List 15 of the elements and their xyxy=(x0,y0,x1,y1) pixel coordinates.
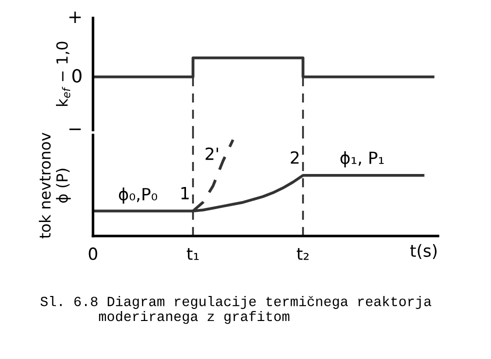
text: Sl. 6.8 Diagram regulacije termičnega reaktorja moderiranega z grafitom xyxy=(40,296,432,324)
text: + xyxy=(69,12,81,23)
text: − xyxy=(69,128,81,130)
x-tick-label: t₂ xyxy=(296,248,309,260)
annotation: 2 xyxy=(290,151,299,164)
annotation: 1 xyxy=(181,187,189,200)
annotation: ϕ₀,P₀ xyxy=(118,188,158,204)
x-tick-label: 0 xyxy=(88,247,98,260)
y-axis-title: k$_{ef}$ − 1,0 xyxy=(56,42,70,106)
annotation: ϕ₁, P₁ xyxy=(340,151,384,168)
y-axis-title: tok nevtronov ϕ (P) xyxy=(38,132,71,238)
annotation: 2' xyxy=(206,147,218,160)
text: 0 xyxy=(72,68,82,83)
x-tick-label: t₁ xyxy=(186,248,199,260)
x-axis-title: t(s) xyxy=(410,244,437,259)
